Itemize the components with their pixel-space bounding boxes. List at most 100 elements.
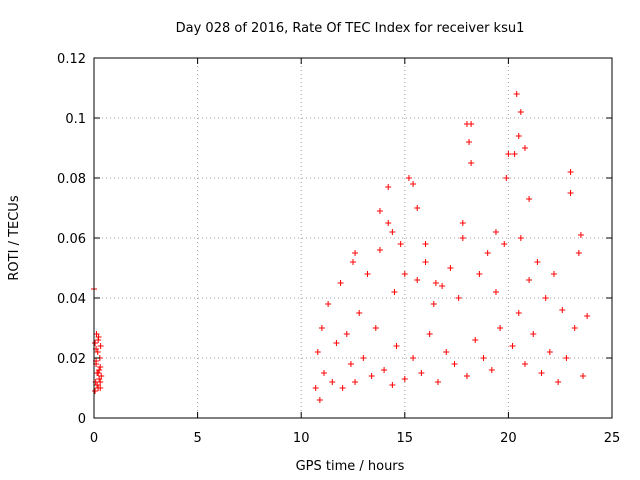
y-tick-label: 0.1: [65, 112, 86, 127]
data-point: [505, 151, 512, 157]
data-point: [501, 241, 508, 247]
data-point: [364, 271, 371, 277]
data-point: [352, 250, 359, 256]
data-point: [515, 310, 522, 316]
data-point: [555, 379, 562, 385]
data-point: [97, 385, 104, 391]
y-tick-label: 0.08: [57, 172, 86, 187]
data-point: [97, 343, 104, 349]
data-point: [97, 364, 104, 370]
data-point: [484, 250, 491, 256]
data-point: [372, 325, 379, 331]
data-point: [356, 310, 363, 316]
data-point: [577, 232, 584, 238]
data-point: [530, 331, 537, 337]
data-point: [397, 241, 404, 247]
data-point: [401, 376, 408, 382]
data-point: [320, 370, 327, 376]
data-point: [459, 235, 466, 241]
data-point: [352, 379, 359, 385]
x-tick-label: 25: [604, 431, 621, 446]
data-point: [430, 301, 437, 307]
x-tick-label: 20: [500, 431, 517, 446]
y-tick-label: 0.02: [57, 352, 86, 367]
data-point: [511, 151, 518, 157]
data-point: [559, 307, 566, 313]
axis-ticks: 0 5 10 15 20 25 0 0.02 0.04 0.06 0.08 0.1 0.12: [57, 52, 620, 446]
data-point: [480, 355, 487, 361]
data-point: [97, 379, 104, 385]
data-point: [488, 367, 495, 373]
data-point: [509, 343, 516, 349]
data-point: [422, 241, 429, 247]
gridlines: [94, 58, 612, 418]
data-point: [455, 295, 462, 301]
data-point: [426, 331, 433, 337]
data-point: [447, 265, 454, 271]
data-point: [410, 181, 417, 187]
data-point: [414, 205, 421, 211]
x-tick-label: 15: [397, 431, 414, 446]
data-point: [376, 208, 383, 214]
data-point: [443, 349, 450, 355]
data-point: [463, 121, 470, 127]
y-axis-label: ROTI / TECUs: [7, 195, 22, 280]
data-point: [339, 385, 346, 391]
data-point: [347, 361, 354, 367]
chart-title: Day 028 of 2016, Rate Of TEC Index for r…: [176, 21, 525, 36]
data-point: [459, 220, 466, 226]
data-point: [343, 331, 350, 337]
data-point: [94, 382, 101, 388]
data-point: [325, 301, 332, 307]
data-point: [497, 325, 504, 331]
data-point: [418, 370, 425, 376]
data-point: [517, 109, 524, 115]
data-point: [422, 259, 429, 265]
data-point: [360, 355, 367, 361]
data-point: [318, 325, 325, 331]
data-point: [503, 175, 510, 181]
data-point: [538, 370, 545, 376]
data-point: [439, 283, 446, 289]
data-point: [579, 373, 586, 379]
data-point: [546, 349, 553, 355]
data-point: [368, 373, 375, 379]
data-points: [91, 91, 591, 403]
data-point: [95, 370, 102, 376]
y-tick-label: 0: [78, 412, 86, 427]
data-point: [567, 190, 574, 196]
data-point: [434, 379, 441, 385]
data-point: [432, 280, 439, 286]
data-point: [584, 313, 591, 319]
data-point: [542, 295, 549, 301]
data-point: [95, 337, 102, 343]
y-tick-label: 0.12: [57, 52, 86, 67]
data-point: [513, 91, 520, 97]
data-point: [96, 367, 103, 373]
data-point: [385, 220, 392, 226]
data-point: [376, 247, 383, 253]
data-point: [515, 133, 522, 139]
x-axis-label: GPS time / hours: [296, 459, 405, 474]
data-point: [492, 229, 499, 235]
data-point: [468, 160, 475, 166]
data-point: [333, 340, 340, 346]
data-point: [414, 277, 421, 283]
data-point: [521, 361, 528, 367]
x-tick-label: 10: [293, 431, 310, 446]
data-point: [385, 184, 392, 190]
data-point: [312, 385, 319, 391]
data-point: [410, 355, 417, 361]
data-point: [92, 340, 99, 346]
x-tick-label: 5: [193, 431, 201, 446]
y-tick-label: 0.06: [57, 232, 86, 247]
data-point: [350, 259, 356, 265]
data-point: [314, 349, 321, 355]
data-point: [526, 277, 533, 283]
data-point: [534, 259, 541, 265]
data-point: [575, 250, 582, 256]
data-point: [381, 367, 388, 373]
data-point: [472, 337, 479, 343]
data-point: [463, 373, 470, 379]
